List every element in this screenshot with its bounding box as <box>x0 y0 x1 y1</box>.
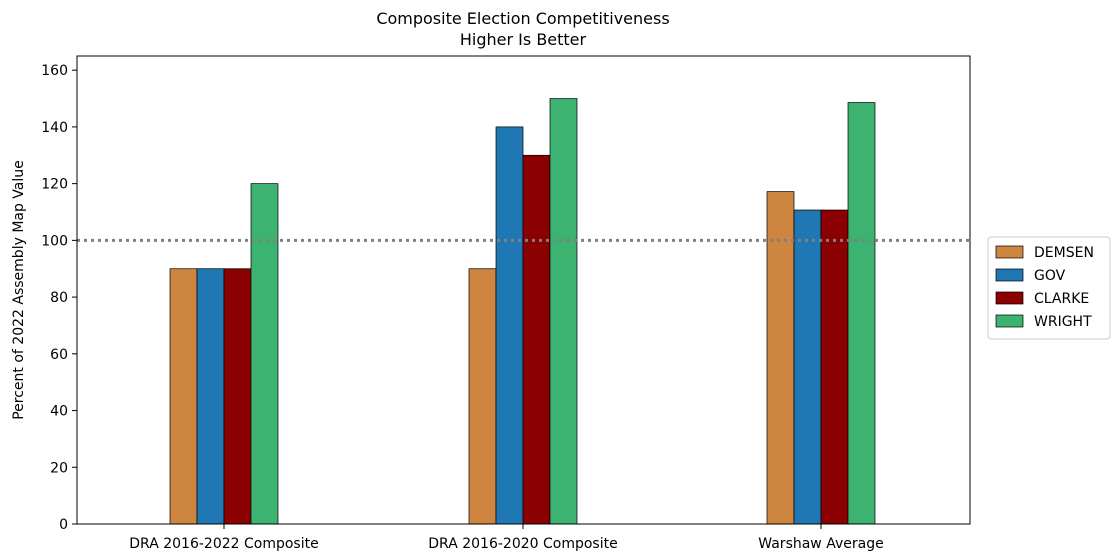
bar-wright-1 <box>250 183 279 525</box>
legend-swatch-wright <box>995 314 1024 328</box>
y-tick-label: 80 <box>50 290 68 306</box>
y-tick-label: 140 <box>41 120 68 136</box>
bar-wright-2 <box>549 98 578 525</box>
x-tick-label: Warshaw Average <box>758 536 883 552</box>
bar-clarke-1 <box>223 268 252 525</box>
legend-swatch-clarke <box>995 291 1024 305</box>
x-tick-label: DRA 2016-2022 Composite <box>129 536 318 552</box>
y-axis-label: Percent of 2022 Assembly Map Value <box>11 160 27 420</box>
bars-group <box>169 98 876 525</box>
bar-demsen-1 <box>169 268 198 525</box>
bar-clarke-3 <box>820 209 849 525</box>
y-tick-label: 40 <box>50 404 68 420</box>
legend-label-wright: WRIGHT <box>1034 314 1092 330</box>
y-tick-label: 20 <box>50 460 68 476</box>
bar-demsen-2 <box>468 268 497 525</box>
chart-subtitle: Higher Is Better <box>460 30 587 49</box>
y-tick-label: 60 <box>50 347 68 363</box>
legend-box <box>987 236 1111 340</box>
y-tick-label: 0 <box>59 517 68 533</box>
bar-gov-2 <box>495 126 524 525</box>
y-tick-label: 120 <box>41 177 68 193</box>
y-axis: 0 20 40 60 80 100 120 140 160 <box>41 63 77 533</box>
legend: DEMSEN GOV CLARKE WRIGHT <box>987 236 1111 340</box>
legend-label-gov: GOV <box>1034 268 1066 284</box>
y-tick-label: 100 <box>41 233 68 249</box>
y-tick-label: 160 <box>41 63 68 79</box>
legend-swatch-demsen <box>995 245 1024 259</box>
bar-demsen-3 <box>766 191 795 525</box>
legend-label-demsen: DEMSEN <box>1034 245 1094 261</box>
legend-swatch-gov <box>995 268 1024 282</box>
chart-title: Composite Election Competitiveness <box>376 9 669 28</box>
x-axis: DRA 2016-2022 Composite DRA 2016-2020 Com… <box>129 524 884 552</box>
bar-gov-1 <box>196 268 225 525</box>
bar-gov-3 <box>793 209 822 525</box>
bar-wright-3 <box>847 102 876 525</box>
x-tick-label: DRA 2016-2020 Composite <box>428 536 617 552</box>
legend-label-clarke: CLARKE <box>1034 291 1089 307</box>
plot-frame <box>76 55 971 525</box>
bar-clarke-2 <box>522 154 551 525</box>
